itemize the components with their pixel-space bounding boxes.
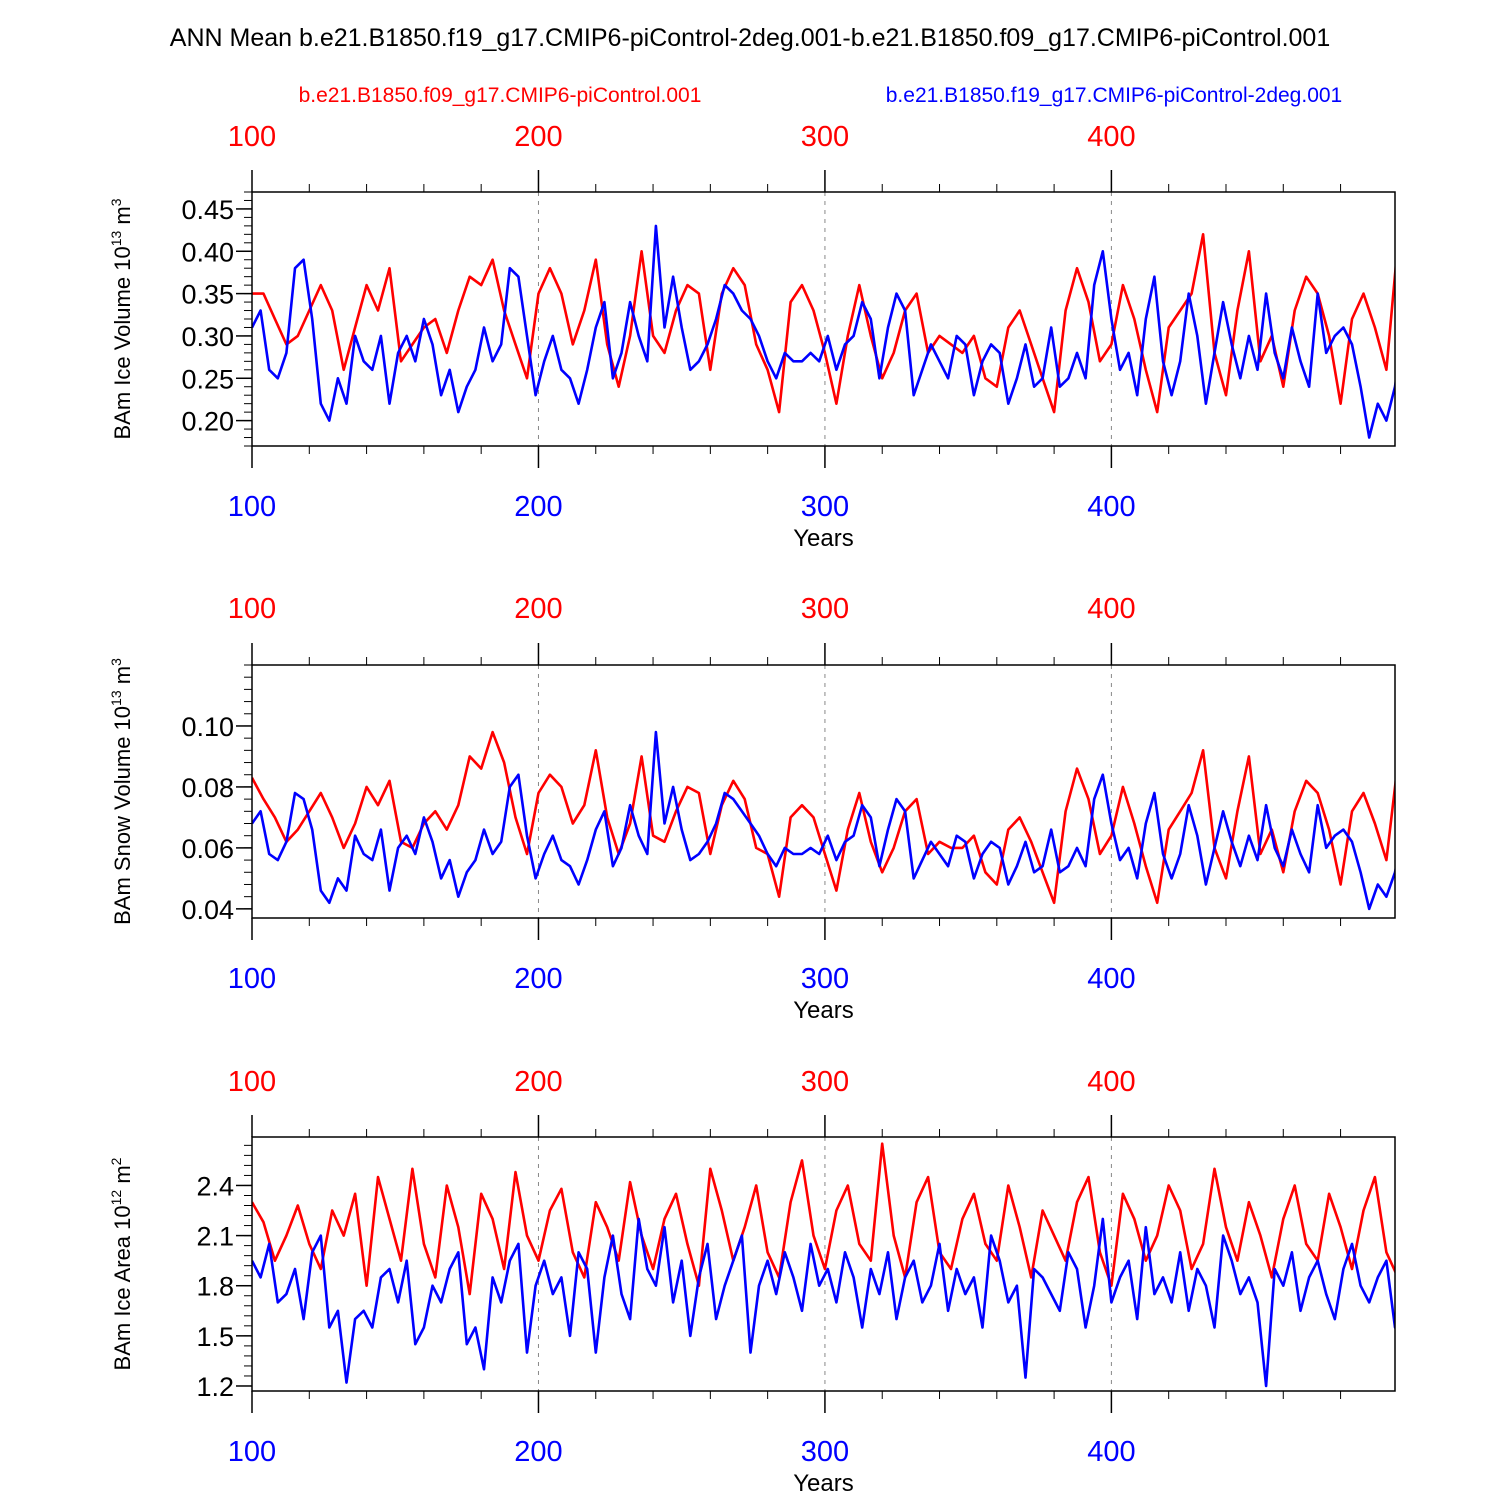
panel-3: 100 100 200 200 300 300 400 400 Years 1.2 1.5 1.8 2.… xyxy=(108,1066,1396,1497)
top-xtick-label: 200 xyxy=(514,593,562,625)
bottom-xtick-label: 200 xyxy=(514,1436,562,1468)
bottom-xtick-label: 300 xyxy=(801,1436,849,1468)
y-tick-label: 2.4 xyxy=(196,1171,234,1201)
top-xtick-label: 400 xyxy=(1087,593,1135,625)
bottom-xtick-label: 200 xyxy=(514,491,562,523)
x-axis-label: Years xyxy=(793,997,854,1024)
top-xtick-label: 100 xyxy=(228,121,276,153)
series-blue-line xyxy=(252,730,1395,911)
top-xtick-label: 200 xyxy=(514,121,562,153)
y-axis-label-unit: m xyxy=(110,666,135,684)
top-xtick-label: 100 xyxy=(228,593,276,625)
y-axis-label-ten: 10 xyxy=(110,706,135,730)
y-axis-label-unit: m xyxy=(110,1165,135,1183)
y-axis-label-ten: 10 xyxy=(110,1205,135,1229)
top-xtick-label: 100 xyxy=(228,1066,276,1098)
series-red-line xyxy=(252,1142,1395,1296)
panel-1: 100 100 200 200 300 300 400 400 Years 0.20 0.25 0.3… xyxy=(108,121,1396,552)
top-xtick-label: 300 xyxy=(801,593,849,625)
bottom-xtick-label: 200 xyxy=(514,963,562,995)
legend-red-label: b.e21.B1850.f09_g17.CMIP6-piControl.001 xyxy=(299,84,702,107)
series-blue-line xyxy=(252,224,1395,439)
top-xtick-label: 300 xyxy=(801,1066,849,1098)
bottom-xtick-label: 100 xyxy=(228,963,276,995)
y-tick-label: 0.08 xyxy=(181,773,234,803)
y-tick-label: 0.06 xyxy=(181,834,234,864)
y-axis-label: BAm Snow Volume 1013 m3 xyxy=(108,658,135,925)
y-axis-label-text: BAm Ice Volume xyxy=(110,277,135,440)
y-axis-label-ten: 10 xyxy=(110,246,135,270)
y-tick-label: 1.8 xyxy=(196,1272,234,1302)
top-xtick-label: 200 xyxy=(514,1066,562,1098)
series-blue-line xyxy=(252,1217,1395,1388)
y-tick-label: 1.2 xyxy=(196,1372,234,1402)
y-axis-label-exp: 13 xyxy=(108,231,124,247)
y-tick-label: 0.25 xyxy=(181,364,234,394)
panels: 100 100 200 200 300 300 400 400 Years 0.20 0.25 0.3… xyxy=(108,121,1396,1497)
y-axis-label-text: BAm Snow Volume xyxy=(110,737,135,925)
panel-2: 100 100 200 200 300 300 400 400 Years 0.04 0.06 0.0… xyxy=(108,593,1396,1024)
bottom-xtick-label: 100 xyxy=(228,491,276,523)
y-tick-label: 0.45 xyxy=(181,195,234,225)
y-axis-label: BAm Ice Area 1012 m2 xyxy=(108,1157,135,1370)
top-xtick-label: 400 xyxy=(1087,1066,1135,1098)
y-tick-label: 1.5 xyxy=(196,1322,234,1352)
legend-blue-label: b.e21.B1850.f19_g17.CMIP6-piControl-2deg… xyxy=(886,84,1342,107)
y-tick-label: 2.1 xyxy=(196,1222,234,1252)
y-axis-label-unit: m xyxy=(110,206,135,224)
series-red-line xyxy=(252,233,1395,414)
y-tick-label: 0.40 xyxy=(181,237,234,267)
y-axis-label-exp: 12 xyxy=(108,1190,124,1206)
y-axis-label-text: BAm Ice Area xyxy=(110,1235,135,1370)
y-tick-label: 0.04 xyxy=(181,895,234,925)
figure-title: ANN Mean b.e21.B1850.f19_g17.CMIP6-piCon… xyxy=(170,24,1330,52)
x-axis-label: Years xyxy=(793,525,854,552)
y-tick-label: 0.35 xyxy=(181,280,234,310)
top-xtick-label: 400 xyxy=(1087,121,1135,153)
bottom-xtick-label: 300 xyxy=(801,491,849,523)
bottom-xtick-label: 100 xyxy=(228,1436,276,1468)
series-red-line xyxy=(252,730,1395,905)
y-axis-label: BAm Ice Volume 1013 m3 xyxy=(108,198,135,439)
bottom-xtick-label: 300 xyxy=(801,963,849,995)
y-axis-label-unitexp: 2 xyxy=(108,1157,124,1165)
plot-frame xyxy=(251,664,1396,919)
bottom-xtick-label: 400 xyxy=(1087,1436,1135,1468)
x-axis-label: Years xyxy=(793,1470,854,1497)
y-tick-label: 0.30 xyxy=(181,322,234,352)
plot-frame xyxy=(251,1136,1396,1392)
y-axis-label-unitexp: 3 xyxy=(108,658,124,666)
bottom-xtick-label: 400 xyxy=(1087,491,1135,523)
top-xtick-label: 300 xyxy=(801,121,849,153)
y-axis-label-exp: 13 xyxy=(108,690,124,706)
y-tick-label: 0.20 xyxy=(181,407,234,437)
y-tick-label: 0.10 xyxy=(181,712,234,742)
bottom-xtick-label: 400 xyxy=(1087,963,1135,995)
y-axis-label-unitexp: 3 xyxy=(108,198,124,206)
